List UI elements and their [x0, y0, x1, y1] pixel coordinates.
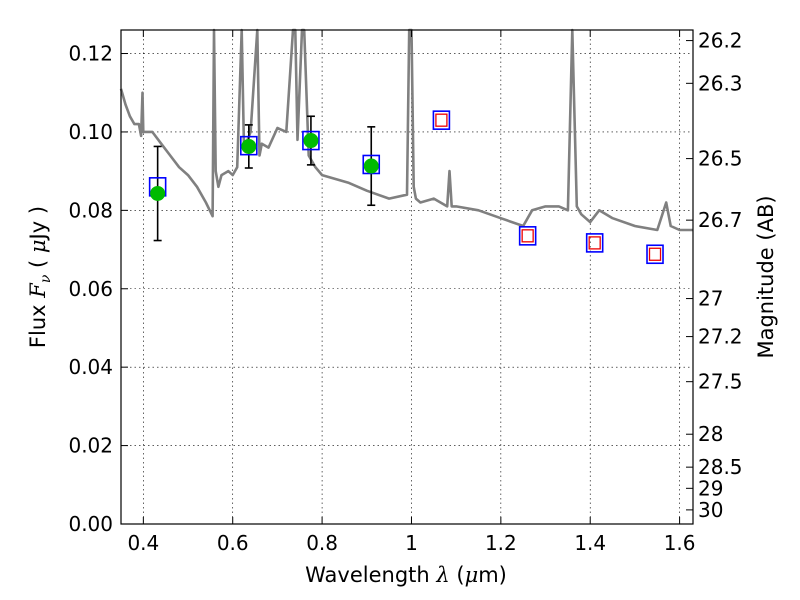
- x-tick-label: 0.4: [127, 531, 159, 555]
- model-point: [432, 110, 451, 130]
- y2-tick-label: 28: [698, 422, 723, 446]
- upper-limit-point: [521, 229, 534, 243]
- data-markers: [148, 110, 664, 265]
- y-tick-label: 0.02: [68, 434, 113, 458]
- y2-tick-label: 26.3: [698, 71, 743, 95]
- model-point: [518, 226, 537, 246]
- x-axis-label: Wavelength λ (μm): [305, 563, 507, 587]
- y2-axis-label: Magnitude (AB): [754, 195, 778, 358]
- observed-point: [150, 185, 166, 201]
- plot-frame: [120, 29, 694, 525]
- observed-point: [241, 138, 257, 154]
- axis-ticks: 0.4 0.6 0.8 1 1.2 1.4 1.6 0.00 0.02 0.04 0.06 0.08 0…: [68, 29, 742, 555]
- upper-limit-point: [588, 236, 601, 250]
- y2-tick-label: 27.2: [698, 325, 743, 349]
- upper-limit-point: [648, 247, 662, 261]
- model-point: [646, 244, 664, 265]
- x-tick-label: 1.2: [485, 531, 517, 555]
- x-tick-label: 1: [405, 531, 418, 555]
- y-tick-label: 0.08: [68, 198, 113, 222]
- y-tick-label: 0.12: [68, 42, 113, 66]
- model-point: [585, 233, 604, 253]
- observed-point: [303, 133, 319, 149]
- y-tick-label: 0.06: [68, 277, 113, 301]
- y2-tick-label: 29: [698, 476, 723, 500]
- y2-tick-label: 26.7: [698, 208, 743, 232]
- model-point: [302, 130, 320, 151]
- x-tick-label: 1.4: [574, 531, 606, 555]
- y-tick-label: 0.10: [68, 120, 113, 144]
- observed-point: [363, 158, 379, 174]
- upper-limit-point: [435, 113, 448, 127]
- y2-tick-label: 30: [698, 498, 723, 522]
- x-tick-label: 0.6: [217, 531, 249, 555]
- y2-tick-label: 26.5: [698, 147, 743, 171]
- y2-tick-label: 27.5: [698, 370, 743, 394]
- y-tick-label: 0.00: [68, 512, 113, 536]
- y-axis-label: Flux Fν ( μJy ): [26, 206, 54, 348]
- y2-tick-label: 26.2: [698, 29, 743, 53]
- y2-tick-label: 28.5: [698, 455, 743, 479]
- x-tick-label: 1.6: [664, 531, 696, 555]
- y-tick-label: 0.04: [68, 355, 113, 379]
- x-tick-label: 0.8: [306, 531, 338, 555]
- y2-tick-label: 27: [698, 287, 723, 311]
- model-point: [240, 135, 258, 156]
